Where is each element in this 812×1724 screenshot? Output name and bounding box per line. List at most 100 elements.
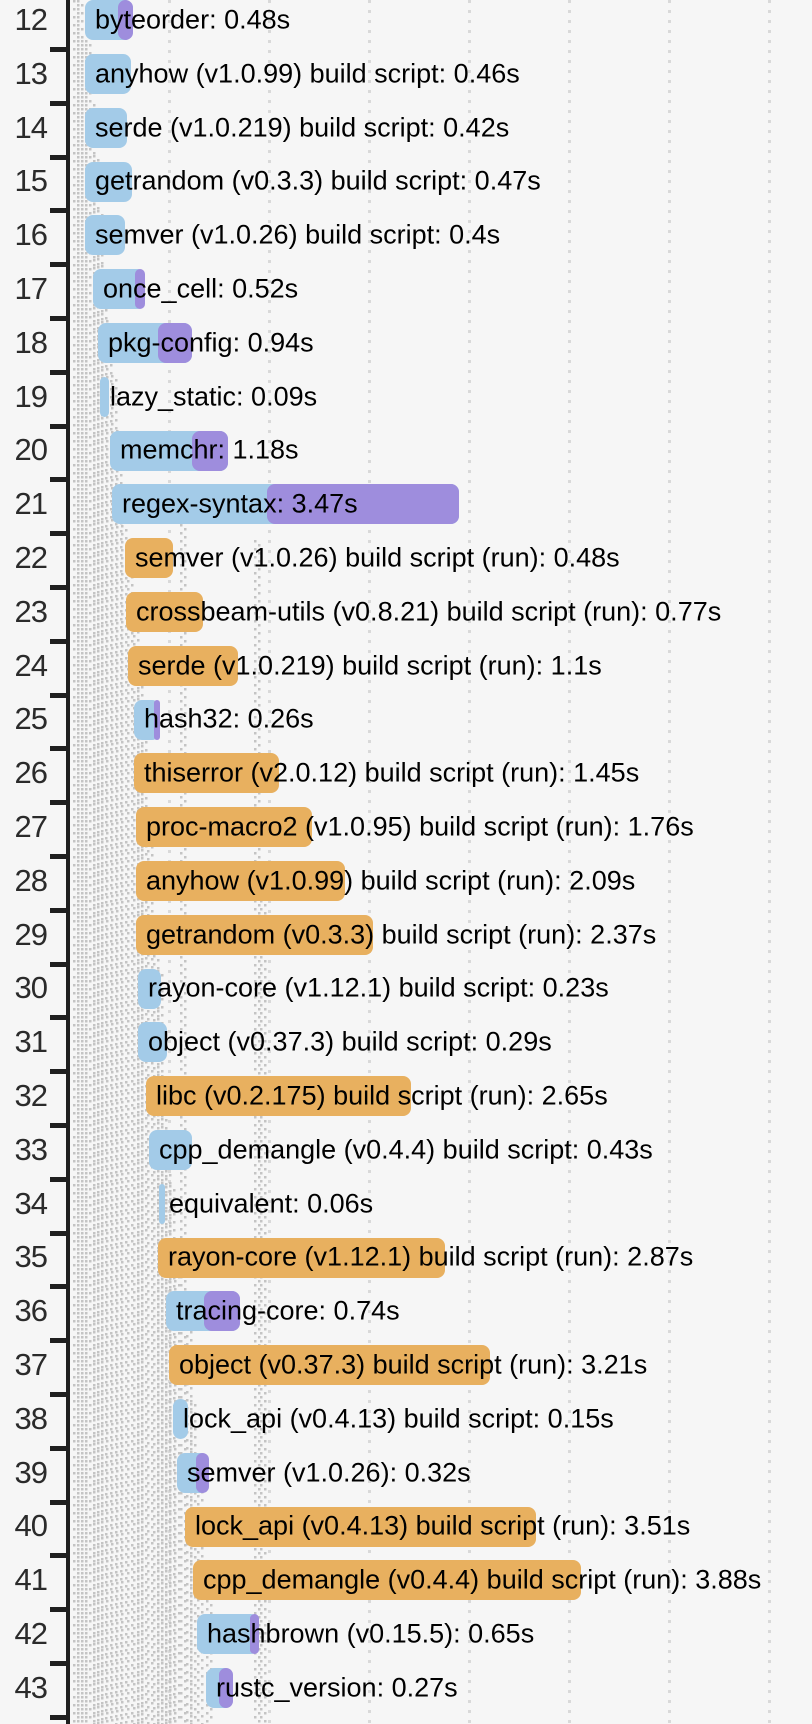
axis-tick — [50, 531, 66, 537]
chart-row: 33 cpp_demangle (v0.4.4) build script: 0… — [0, 1123, 812, 1177]
unit-bar — [206, 1668, 233, 1708]
unit-label: semver (v1.0.26) build script (run): 0.4… — [135, 542, 620, 573]
unit-bar — [85, 107, 127, 148]
dependency-line — [85, 40, 92, 1724]
unit-bar — [85, 54, 131, 94]
unit-label: serde (v1.0.219) build script (run): 1.1… — [138, 650, 602, 681]
unit-bar — [134, 753, 279, 794]
axis-tick — [50, 1499, 66, 1505]
unit-label: object (v0.37.3) build script: 0.29s — [148, 1026, 552, 1057]
unit-label: getrandom (v0.3.3) build script (run): 2… — [146, 919, 657, 950]
dependency-line — [157, 970, 164, 1724]
dependency-line — [111, 375, 118, 1724]
row-number: 24 — [14, 647, 48, 683]
dependency-line — [127, 540, 134, 1724]
axis-tick — [50, 316, 66, 321]
axis-tick — [50, 1069, 66, 1075]
row-number: 28 — [14, 862, 48, 898]
unit-bar — [100, 376, 109, 417]
chart-row: 27 proc-macro2 (v1.0.95) build script (r… — [0, 800, 812, 854]
time-gridline — [468, 0, 471, 1724]
axis-tick — [50, 262, 66, 268]
chart-row: 20 memchr: 1.18s — [0, 424, 812, 478]
chart-row: 22 semver (v1.0.26) build script (run): … — [0, 531, 812, 585]
unit-bar — [110, 430, 228, 471]
dependency-line — [77, 0, 84, 1724]
chart-row: 21 regex-syntax: 3.47s — [0, 477, 812, 531]
unit-label: once_cell: 0.52s — [103, 273, 299, 304]
dependency-line — [254, 540, 261, 1724]
chart-row: 41 cpp_demangle (v0.4.4) build script (r… — [0, 1553, 812, 1607]
unit-label: crossbeam-utils (v0.8.21) build script (… — [136, 596, 722, 627]
dependency-line — [101, 265, 108, 1724]
axis-tick — [50, 854, 66, 859]
dependency-line — [93, 155, 100, 1724]
chart-row: 29 getrandom (v0.3.3) build script (run)… — [0, 908, 812, 962]
axis-tick — [50, 1176, 66, 1182]
row-number: 42 — [14, 1616, 48, 1652]
unit-bar — [185, 1506, 536, 1547]
row-number: 36 — [14, 1293, 48, 1329]
unit-bar — [138, 1022, 167, 1063]
unit-bar — [136, 914, 373, 955]
row-number: 38 — [14, 1400, 48, 1436]
unit-bar — [173, 1399, 188, 1439]
chart-row: 12 byteorder: 0.48s — [0, 0, 812, 47]
unit-bar — [136, 861, 345, 901]
row-number: 16 — [14, 217, 48, 253]
row-number: 12 — [14, 2, 48, 38]
chart-row: 42 hashbrown (v0.15.5): 0.65s — [0, 1607, 812, 1661]
axis-tick — [50, 1553, 66, 1559]
unit-bar — [159, 1183, 165, 1224]
unit-label: cpp_demangle (v0.4.4) build script (run)… — [203, 1564, 762, 1595]
row-number: 21 — [14, 486, 48, 522]
row-number: 25 — [14, 701, 48, 737]
chart-row: 23 crossbeam-utils (v0.8.21) build scrip… — [0, 585, 812, 639]
unit-label: equivalent: 0.06s — [169, 1188, 374, 1219]
axis-tick — [50, 907, 66, 913]
codegen-bar — [267, 484, 459, 525]
row-number: 15 — [14, 163, 48, 199]
chart-row: 19 lazy_static: 0.09s — [0, 370, 812, 424]
codegen-bar — [250, 1614, 259, 1655]
codegen-bar — [204, 1291, 240, 1332]
dependency-line — [147, 810, 154, 1724]
row-number: 33 — [14, 1131, 48, 1167]
codegen-bar — [196, 1452, 209, 1493]
row-number: 13 — [14, 55, 48, 91]
dependency-line — [73, 0, 80, 1724]
unit-bar — [177, 1452, 209, 1493]
unit-label: rayon-core (v1.12.1) build script (run):… — [168, 1241, 694, 1272]
time-gridline — [368, 0, 371, 1724]
unit-bar — [197, 1614, 259, 1655]
dependency-line — [116, 430, 123, 1724]
unit-label: byteorder: 0.48s — [95, 4, 291, 35]
unit-label: lazy_static: 0.09s — [110, 381, 318, 412]
row-number: 30 — [14, 970, 48, 1006]
row-number: 14 — [14, 109, 48, 145]
unit-bar — [134, 699, 160, 740]
time-gridline — [668, 0, 671, 1724]
row-number: 41 — [14, 1562, 48, 1598]
unit-label: memchr: 1.18s — [120, 434, 299, 465]
axis-tick — [50, 1338, 66, 1344]
unit-bar — [85, 0, 133, 41]
row-number: 20 — [14, 432, 48, 468]
unit-label: rustc_version: 0.27s — [216, 1672, 458, 1703]
y-axis-line — [66, 0, 70, 1724]
row-number: 29 — [14, 916, 48, 952]
chart-row: 38 lock_api (v0.4.13) build script: 0.15… — [0, 1392, 812, 1446]
row-number: 18 — [14, 324, 48, 360]
dependency-line — [97, 210, 104, 1724]
chart-row: 36 tracing-core: 0.74s — [0, 1284, 812, 1338]
axis-tick — [50, 1392, 66, 1397]
unit-bar — [158, 1237, 445, 1278]
unit-bar — [128, 645, 238, 686]
axis-tick — [50, 1661, 66, 1666]
codegen-bar — [154, 699, 160, 740]
dependency-line — [121, 485, 128, 1724]
chart-row: 16 semver (v1.0.26) build script: 0.4s — [0, 208, 812, 262]
axis-tick — [50, 1714, 66, 1720]
chart-row: 26 thiserror (v2.0.12) build script (run… — [0, 746, 812, 800]
dependency-line — [89, 100, 96, 1724]
